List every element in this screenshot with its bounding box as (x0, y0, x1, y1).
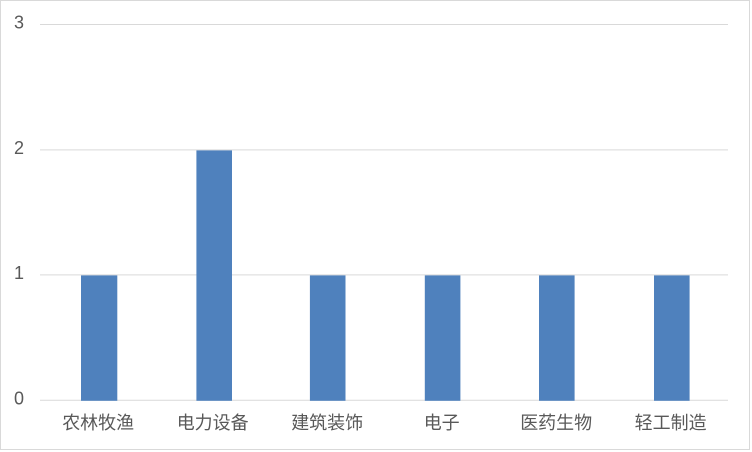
svg-text:建筑装饰: 建筑装饰 (291, 413, 363, 433)
svg-text:轻工制造: 轻工制造 (635, 413, 707, 433)
svg-text:0: 0 (14, 388, 24, 408)
svg-text:农林牧渔: 农林牧渔 (62, 413, 134, 433)
svg-text:电子: 电子 (424, 413, 460, 433)
svg-text:2: 2 (14, 138, 24, 158)
svg-text:医药生物: 医药生物 (520, 413, 592, 433)
svg-text:1: 1 (14, 263, 24, 283)
svg-text:电力设备: 电力设备 (177, 413, 249, 433)
svg-text:3: 3 (14, 13, 24, 33)
